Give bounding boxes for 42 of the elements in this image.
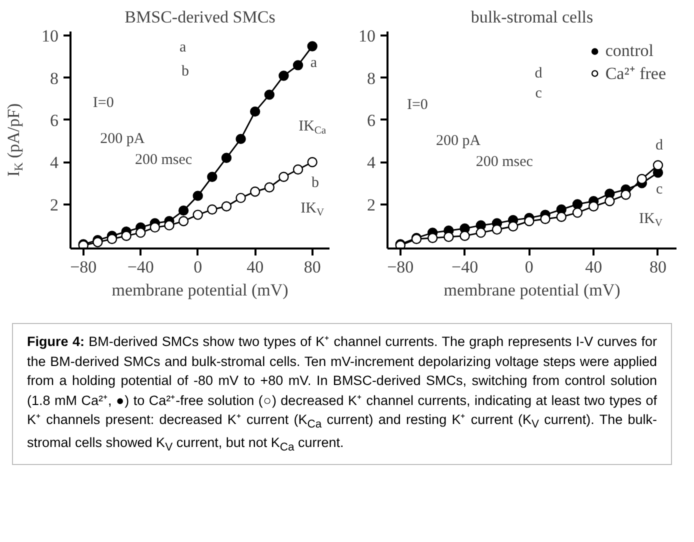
x-tick-label: −80 (387, 258, 414, 276)
annotation: c (535, 86, 542, 102)
annotation: 200 pA (100, 130, 145, 147)
annotation: c (656, 182, 663, 198)
y-tick-label: 4 (367, 153, 376, 172)
annotation: b (182, 64, 190, 80)
chart-title: bulk-stromal cells (470, 8, 594, 26)
y-tick-label: 6 (367, 110, 376, 130)
text: Figure 4: BM-derived SMCs show two types of K⁺ channel currents. The graph represents I-V curves for the BM-derived SMCs and bulk-stromal cells. Ten mV-increment depolarizing voltage steps were applied from a holding potential of -80 mV to +80 mV. In BMSC-derived SMCs, switching from control solution (1.8 mM Ca²⁺, ●) to Ca²⁺-free solution (○) decreased K⁺ channel currents, indicating at least two types of K⁺ channels present: decreased K⁺ current (K$_{Ca}$ current) and resting K⁺ current (K$_{V}$ current). The bulk-stromal cells showed K$_{V}$ current, but not K$_{Ca}$ current. (27, 334, 657, 454)
legend-label: Ca²⁺ free (605, 63, 666, 84)
x-tick-label: 40 (585, 258, 602, 276)
y-tick-label: 8 (50, 68, 58, 88)
annotation: b (311, 175, 319, 192)
annotation: 200 pA (436, 133, 481, 150)
x-axis-title: membrane potential (mV) (112, 280, 288, 300)
y-tick-label: 2 (50, 195, 58, 214)
annotation: I=0 (406, 97, 428, 114)
y-axis-title: IK (pA/pF) (4, 103, 26, 177)
annotation: 200 msec (476, 154, 534, 170)
x-tick-label: −40 (127, 258, 154, 276)
y-tick-label: 4 (50, 153, 59, 172)
x-tick-label: −40 (451, 258, 478, 276)
x-tick-label: 0 (524, 258, 534, 276)
y-tick-label: 2 (367, 195, 376, 214)
x-axis-title: membrane potential (mV) (444, 280, 620, 300)
annotation: d (656, 137, 664, 154)
annotation: 200 msec (134, 152, 192, 168)
x-tick-label: 80 (649, 258, 666, 276)
y-tick-label: 10 (42, 26, 58, 46)
annotation: a (180, 39, 186, 56)
x-tick-label: 80 (304, 258, 321, 276)
x-tick-label: 40 (246, 258, 264, 276)
y-tick-label: 8 (367, 68, 376, 88)
y-tick-label: 6 (50, 110, 58, 130)
annotation: d (534, 66, 543, 82)
x-tick-label: −80 (70, 258, 97, 276)
chart-title: BMSC-derived SMCs (124, 8, 276, 26)
legend-label: control (605, 41, 654, 61)
annotation: I=0 (92, 95, 114, 112)
x-tick-label: 0 (194, 258, 202, 276)
annotation: a (310, 55, 318, 72)
y-tick-label: 10 (358, 26, 376, 46)
